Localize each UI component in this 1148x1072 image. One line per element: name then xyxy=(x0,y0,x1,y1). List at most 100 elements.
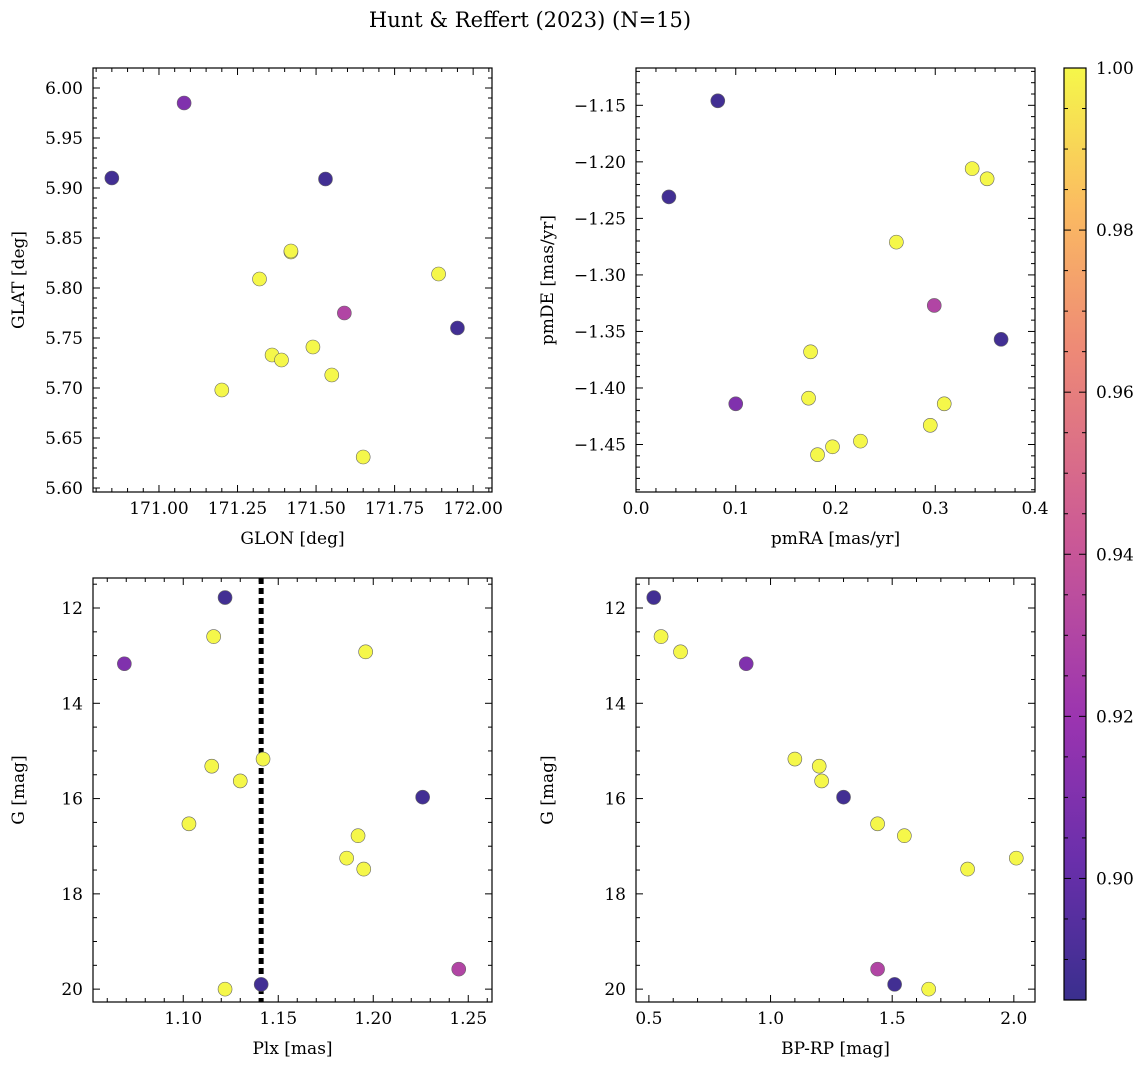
y-tick-label: 18 xyxy=(604,885,626,905)
data-point xyxy=(673,644,688,660)
panel-frame xyxy=(635,577,1036,1003)
panel-plx-g: 1.10 1.15 1.20 1.25 12 14 16 18 20 Plx [mas] G [ma… xyxy=(9,577,493,1059)
x-tick-label: 1.20 xyxy=(354,1009,392,1029)
x-axis-label: GLON [deg] xyxy=(240,529,344,549)
y-tick-label: −1.40 xyxy=(574,379,626,399)
panels: 171.00 171.25 171.50 171.75 172.00 5.60 5.65 5.… xyxy=(9,67,1049,1059)
y-tick-label: −1.45 xyxy=(574,436,626,456)
x-tick-label: 172.00 xyxy=(443,499,502,519)
data-point xyxy=(787,751,803,767)
x-tick-label: 1.10 xyxy=(164,1009,202,1029)
data-point xyxy=(350,828,366,844)
data-point xyxy=(253,977,269,992)
data-point xyxy=(450,320,465,336)
y-tick-label: 20 xyxy=(61,980,83,1000)
data-point xyxy=(728,396,744,412)
data-point xyxy=(825,439,840,455)
x-tick-label: 0.1 xyxy=(722,499,749,519)
x-tick-label: 0.3 xyxy=(922,499,949,519)
y-tick-label: 14 xyxy=(604,694,626,714)
data-point xyxy=(661,189,677,205)
y-tick-label: −1.15 xyxy=(574,96,626,116)
data-point xyxy=(936,396,952,412)
y-tick-label: 12 xyxy=(604,599,626,619)
data-point xyxy=(710,93,726,109)
x-tick-label: 1.15 xyxy=(259,1009,297,1029)
x-tick-label: 0.4 xyxy=(1021,499,1048,519)
data-point xyxy=(431,266,446,282)
data-point xyxy=(117,656,132,672)
y-tick-label: 5.70 xyxy=(45,379,83,399)
y-tick-label: 5.95 xyxy=(45,129,83,149)
colorbar-tick-label: 0.90 xyxy=(1096,869,1134,889)
data-point xyxy=(964,161,980,176)
data-point xyxy=(252,271,267,287)
data-point xyxy=(204,758,220,774)
data-point xyxy=(176,95,192,111)
x-tick-label: 171.75 xyxy=(365,499,424,519)
data-point xyxy=(217,981,233,997)
colorbar-tick-label: 0.92 xyxy=(1096,707,1134,727)
y-tick-label: 5.90 xyxy=(45,179,83,199)
colorbar-tick-label: 0.98 xyxy=(1096,221,1134,241)
x-axis-label: BP-RP [mag] xyxy=(781,1039,890,1059)
figure-title: Hunt & Reffert (2023) (N=15) xyxy=(369,8,691,32)
y-tick-label: −1.30 xyxy=(574,266,626,286)
panel-pmra-pmde: 0.0 0.1 0.2 0.3 0.4 −1.45 −1.40 −1.35 −1.30 −1.25… xyxy=(538,67,1049,549)
data-point xyxy=(738,656,754,672)
data-point xyxy=(897,828,912,844)
data-point xyxy=(870,961,885,977)
x-tick-label: 1.25 xyxy=(449,1009,487,1029)
colorbar: 0.90 0.92 0.94 0.96 0.98 1.00 xyxy=(1063,59,1134,1001)
data-point xyxy=(921,981,936,997)
data-point xyxy=(337,305,352,321)
data-point xyxy=(870,816,885,832)
data-point xyxy=(451,961,467,977)
data-point xyxy=(922,417,938,433)
colorbar-tick-label: 0.96 xyxy=(1096,383,1134,403)
data-point xyxy=(232,773,248,789)
colorbar-tick-label: 1.00 xyxy=(1096,59,1134,79)
x-tick-label: 0.2 xyxy=(822,499,849,519)
data-point xyxy=(339,850,354,866)
data-point xyxy=(889,234,904,250)
x-axis-label: Plx [mas] xyxy=(252,1039,332,1059)
x-tick-label: 0.5 xyxy=(635,1009,662,1029)
y-tick-label: 16 xyxy=(61,790,83,810)
y-tick-label: 5.85 xyxy=(45,229,83,249)
data-point xyxy=(811,758,827,774)
data-point xyxy=(358,644,373,660)
data-point xyxy=(355,449,371,465)
y-tick-label: 5.65 xyxy=(45,429,83,449)
data-point xyxy=(653,629,669,644)
data-point xyxy=(814,773,829,789)
x-tick-label: 171.50 xyxy=(286,499,345,519)
data-point xyxy=(1008,850,1024,866)
data-point xyxy=(993,332,1009,347)
data-point xyxy=(181,816,197,832)
x-tick-label: 2.0 xyxy=(1000,1009,1027,1029)
x-axis-label: pmRA [mas/yr] xyxy=(771,529,900,549)
y-tick-label: 12 xyxy=(61,599,83,619)
data-point xyxy=(206,629,221,644)
data-point xyxy=(305,339,321,355)
colorbar-gradient xyxy=(1063,67,1087,1001)
data-point xyxy=(960,861,975,877)
y-tick-label: 14 xyxy=(61,694,83,714)
x-tick-label: 1.0 xyxy=(757,1009,784,1029)
colorbar-tick-label: 0.94 xyxy=(1096,545,1134,565)
data-point xyxy=(255,751,271,767)
data-point xyxy=(801,390,816,406)
panel-frame xyxy=(635,67,1036,493)
x-tick-label: 171.25 xyxy=(208,499,267,519)
x-tick-label: 171.00 xyxy=(129,499,188,519)
x-tick-label: 1.5 xyxy=(879,1009,906,1029)
data-point xyxy=(274,352,289,368)
data-point xyxy=(104,170,120,186)
y-axis-label: G [mag] xyxy=(9,755,29,824)
panel-frame xyxy=(92,67,493,493)
data-point xyxy=(356,861,372,877)
data-point xyxy=(979,171,995,187)
data-point xyxy=(853,433,868,449)
data-point xyxy=(926,298,942,313)
